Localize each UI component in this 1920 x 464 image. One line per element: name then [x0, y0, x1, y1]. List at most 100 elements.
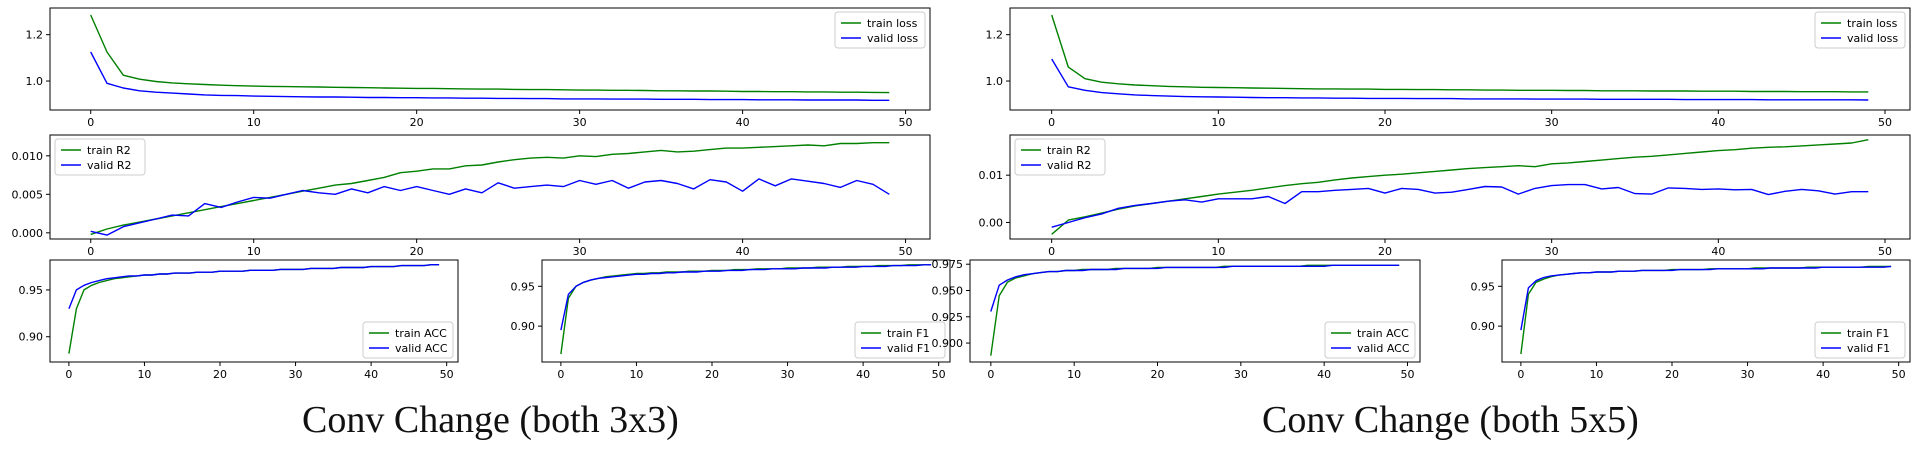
x-tick-label: 10 — [1067, 368, 1081, 381]
caption-left: Conv Change (both 3x3) — [302, 399, 679, 441]
x-tick-label: 20 — [1665, 368, 1679, 381]
y-tick-label: 0.010 — [12, 150, 44, 163]
series-line-train-loss — [90, 14, 890, 94]
x-tick-label: 0 — [1048, 245, 1055, 258]
x-tick-label: 30 — [1741, 368, 1755, 381]
x-tick-label: 50 — [899, 245, 913, 258]
y-tick-label: 1.0 — [986, 75, 1004, 88]
legend-entry: valid R2 — [1047, 159, 1091, 172]
x-tick-label: 40 — [1711, 116, 1725, 129]
x-tick-label: 20 — [213, 368, 227, 381]
x-tick-label: 50 — [440, 368, 454, 381]
x-tick-label: 50 — [1892, 368, 1906, 381]
chart-left-acc: 0 10 20 30 40 50 0.90 0.95 train ACC valid ACC — [19, 259, 459, 381]
x-tick-label: 0 — [1048, 116, 1055, 129]
caption-right: Conv Change (both 5x5) — [1262, 399, 1639, 441]
legend-entry: valid F1 — [887, 342, 930, 355]
x-tick-label: 20 — [410, 116, 424, 129]
y-tick-label: 0.900 — [932, 337, 964, 350]
x-tick-label: 30 — [573, 116, 587, 129]
y-tick-label: 1.0 — [26, 75, 44, 88]
x-tick-label: 20 — [410, 245, 424, 258]
y-tick-label: 1.2 — [26, 29, 44, 42]
x-tick-label: 0 — [557, 368, 564, 381]
legend-entry: train loss — [1847, 17, 1898, 30]
y-tick-label: 0.95 — [1471, 280, 1496, 293]
series-line-valid-f1 — [1520, 265, 1892, 331]
x-tick-label: 40 — [1711, 245, 1725, 258]
y-tick-label: 0.90 — [1471, 320, 1496, 333]
x-tick-label: 10 — [137, 368, 151, 381]
plot-frame — [49, 134, 931, 240]
y-tick-label: 1.2 — [986, 29, 1004, 42]
x-tick-label: 40 — [856, 368, 870, 381]
series-line-train-r2 — [1051, 139, 1869, 235]
series-line-train-loss — [1051, 14, 1869, 93]
x-tick-label: 30 — [781, 368, 795, 381]
x-tick-label: 10 — [1589, 368, 1603, 381]
y-tick-label: 0.005 — [12, 188, 44, 201]
legend-frame — [854, 321, 946, 359]
legend-entry: valid ACC — [395, 342, 448, 355]
legend-frame — [54, 138, 146, 176]
legend-frame — [362, 321, 454, 359]
legend: train loss valid loss — [834, 11, 926, 49]
plot-frame — [1009, 7, 1911, 111]
legend-frame — [1014, 138, 1106, 176]
legend-entry: train ACC — [395, 327, 447, 340]
chart-right-f1: 0 10 20 30 40 50 0.90 0.95 train F1 valid F1 — [1471, 259, 1911, 381]
x-tick-label: 10 — [1211, 245, 1225, 258]
y-tick-label: 0.90 — [19, 331, 44, 344]
legend-entry: train R2 — [1047, 144, 1091, 157]
x-tick-label: 50 — [899, 116, 913, 129]
legend-entry: valid R2 — [87, 159, 131, 172]
series-line-valid-loss — [90, 51, 890, 102]
x-tick-label: 0 — [87, 116, 94, 129]
x-tick-label: 10 — [247, 116, 261, 129]
chart-right-loss: 0 10 20 30 40 50 1.0 1.2 train loss valid loss — [986, 7, 1911, 129]
series-line-valid-f1 — [560, 264, 932, 331]
x-tick-label: 0 — [987, 368, 994, 381]
x-tick-label: 20 — [1378, 116, 1392, 129]
x-tick-label: 20 — [705, 368, 719, 381]
y-tick-label: 0.000 — [12, 227, 44, 240]
x-tick-label: 30 — [289, 368, 303, 381]
legend-frame — [1324, 321, 1416, 359]
legend-entry: valid loss — [867, 32, 918, 45]
legend-frame — [1814, 11, 1906, 49]
plot-frame — [49, 7, 931, 111]
chart-left-r2: 0 10 20 30 40 50 0.000 0.005 0.010 train R2 valid … — [12, 134, 931, 258]
x-tick-label: 0 — [87, 245, 94, 258]
legend: train ACC valid ACC — [362, 321, 454, 359]
y-tick-label: 0.975 — [932, 258, 964, 271]
legend-frame — [834, 11, 926, 49]
y-tick-label: 0.01 — [979, 169, 1004, 182]
legend: train F1 valid F1 — [1814, 321, 1906, 359]
x-tick-label: 20 — [1151, 368, 1165, 381]
y-tick-label: 0.925 — [932, 311, 964, 324]
y-tick-label: 0.00 — [979, 216, 1004, 229]
legend: train ACC valid ACC — [1324, 321, 1416, 359]
x-tick-label: 20 — [1378, 245, 1392, 258]
x-tick-label: 30 — [1234, 368, 1248, 381]
x-tick-label: 10 — [1211, 116, 1225, 129]
x-tick-label: 50 — [1401, 368, 1415, 381]
y-tick-label: 0.90 — [511, 320, 536, 333]
plot-frame — [969, 259, 1421, 363]
legend-entry: train loss — [867, 17, 918, 30]
legend-entry: valid ACC — [1357, 342, 1410, 355]
legend: train loss valid loss — [1814, 11, 1906, 49]
chart-left-f1: 0 10 20 30 40 50 0.90 0.95 train F1 valid F1 — [511, 259, 951, 381]
legend: train R2 valid R2 — [54, 138, 146, 176]
legend-entry: valid loss — [1847, 32, 1898, 45]
x-tick-label: 30 — [1545, 116, 1559, 129]
series-line-valid-r2 — [90, 178, 890, 236]
x-tick-label: 0 — [1517, 368, 1524, 381]
series-line-valid-acc — [68, 264, 440, 309]
x-tick-label: 40 — [736, 116, 750, 129]
y-tick-label: 0.95 — [511, 280, 536, 293]
y-tick-label: 0.950 — [932, 284, 964, 297]
series-line-valid-r2 — [1051, 183, 1869, 228]
series-line-valid-acc — [990, 264, 1400, 312]
